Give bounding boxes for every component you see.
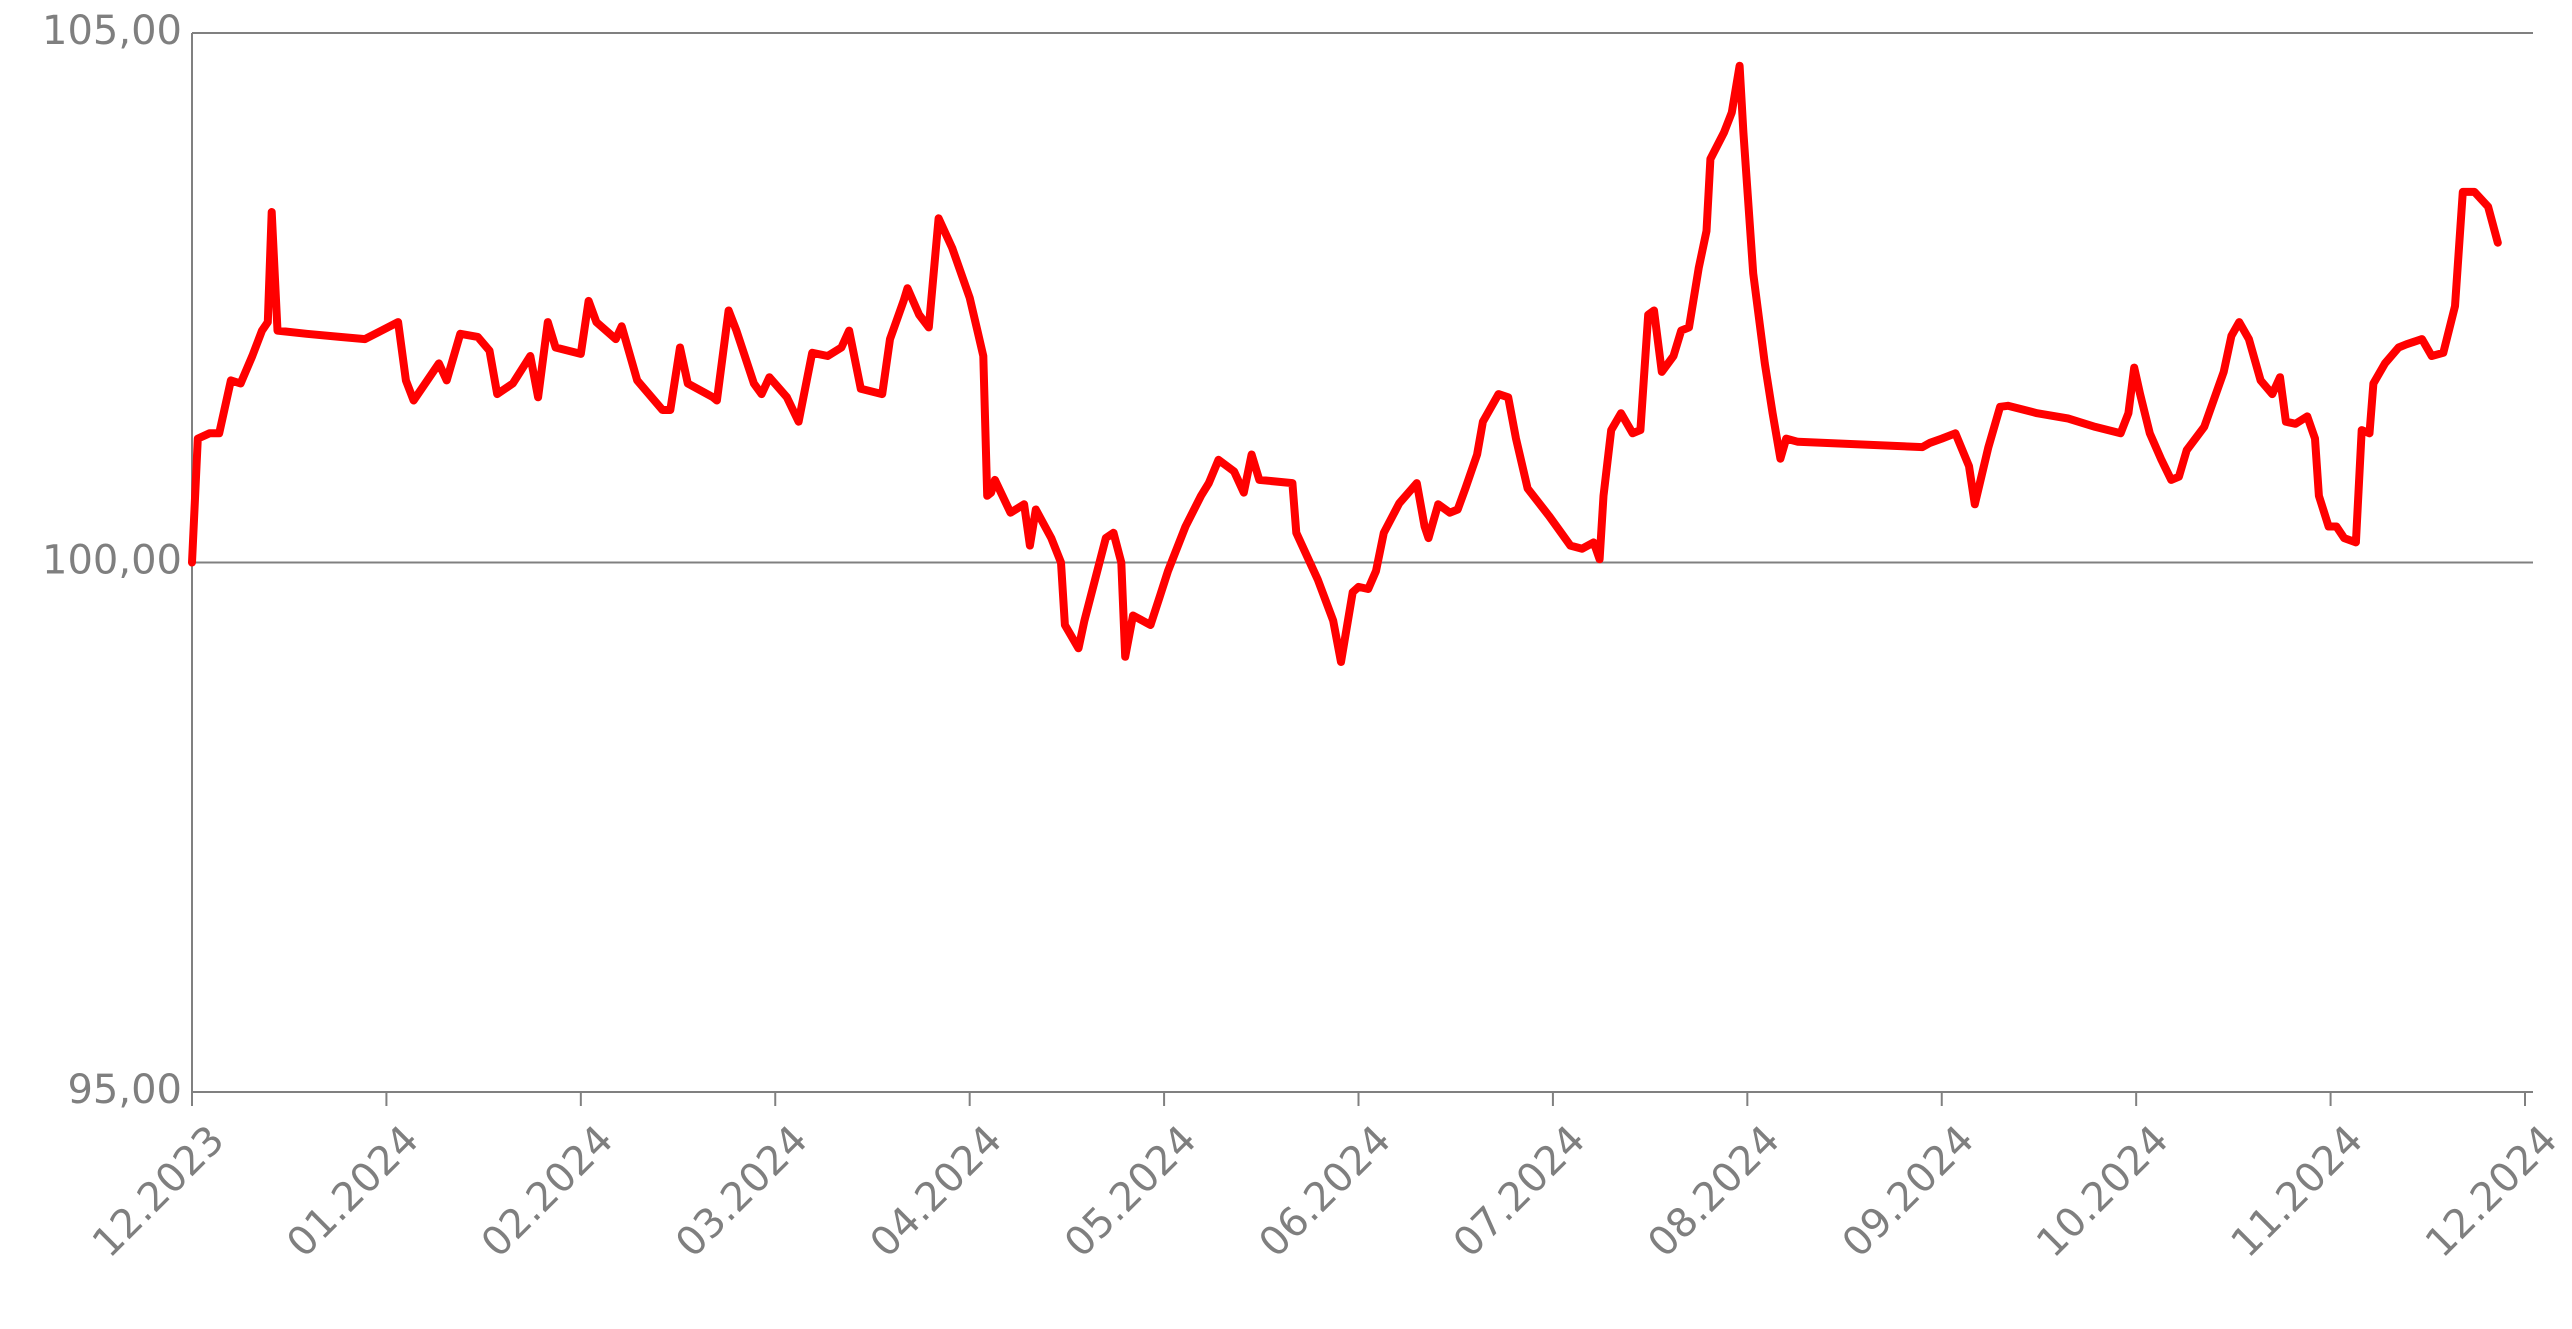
y-tick-label: 105,00 bbox=[42, 8, 182, 54]
x-tick-label: 10.2024 bbox=[2028, 1117, 2177, 1266]
x-tick-label: 01.2024 bbox=[278, 1117, 427, 1266]
x-tick-label: 05.2024 bbox=[1056, 1117, 1205, 1266]
x-tick-label: 12.2023 bbox=[84, 1117, 233, 1266]
x-tick-label: 03.2024 bbox=[667, 1117, 816, 1266]
x-tick-label: 02.2024 bbox=[473, 1117, 622, 1266]
data-line bbox=[188, 61, 2502, 666]
x-tick-label: 09.2024 bbox=[1834, 1117, 1983, 1266]
x-tick-label: 12.2024 bbox=[2417, 1117, 2566, 1266]
x-tick-label: 06.2024 bbox=[1250, 1117, 1399, 1266]
y-tick-label: 95,00 bbox=[67, 1067, 182, 1113]
x-tick-label: 04.2024 bbox=[862, 1117, 1011, 1266]
x-tick-label: 11.2024 bbox=[2223, 1117, 2372, 1266]
x-tick-label: 07.2024 bbox=[1445, 1117, 1594, 1266]
x-tick-label: 08.2024 bbox=[1639, 1117, 1788, 1266]
y-tick-label: 100,00 bbox=[42, 538, 182, 584]
